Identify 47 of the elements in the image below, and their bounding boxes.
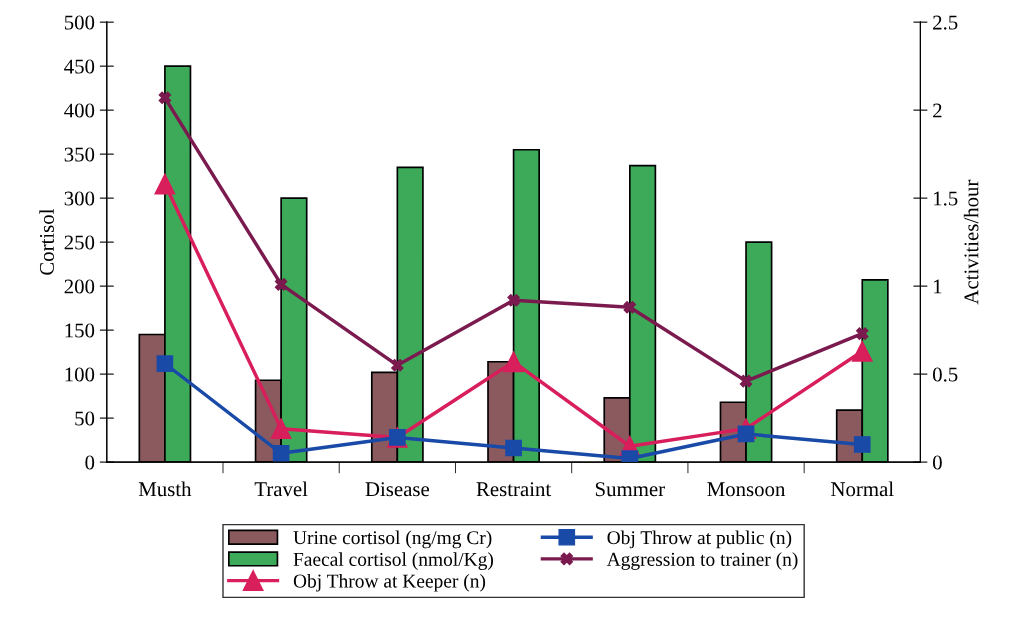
point <box>737 425 755 443</box>
y-tick-label: 50 <box>75 411 95 426</box>
point <box>391 359 404 372</box>
y-tick-label: 500 <box>64 15 95 30</box>
x-tick-label: Travel <box>254 481 308 497</box>
y2-tick-label: 2 <box>933 103 942 118</box>
point <box>856 327 869 340</box>
y-tick-label: 400 <box>64 103 95 118</box>
point <box>853 436 871 453</box>
legend-label: Urine cortisol (ng/mg Cr) <box>293 530 492 549</box>
y-axis-title: Cortisol <box>39 208 54 275</box>
y2-tick-label: 2.5 <box>933 15 958 30</box>
y-tick-label: 450 <box>64 59 95 74</box>
y-tick-label: 0 <box>85 455 95 470</box>
y-tick-label: 200 <box>64 279 95 294</box>
x-tick-label: Disease <box>365 482 430 497</box>
point <box>154 173 176 195</box>
point <box>739 374 753 388</box>
point <box>156 355 174 372</box>
y-tick-label: 300 <box>64 191 95 206</box>
y2-tick-label: 0 <box>932 455 942 470</box>
point <box>505 439 522 457</box>
y-tick-label: 150 <box>65 323 95 338</box>
point <box>272 444 290 462</box>
point <box>851 340 873 362</box>
y2-tick-label: 1.5 <box>934 191 958 206</box>
y-tick-label: 350 <box>64 147 95 162</box>
x-tick-label: Normal <box>831 481 894 497</box>
legend-label: Obj Throw at public (n) <box>607 530 792 549</box>
point <box>270 418 292 440</box>
y2-axis-title: Activities/hour <box>963 179 979 305</box>
x-tick-label: Monsoon <box>707 482 786 497</box>
y-tick-label: 250 <box>64 235 95 250</box>
point <box>158 91 172 105</box>
x-tick-label: Restraint <box>476 482 552 497</box>
legend-label: Faecal cortisol (nmol/Kg) <box>293 552 494 570</box>
point <box>274 278 288 291</box>
x-tick-label: Summer <box>595 482 665 497</box>
y2-tick-label: 0.5 <box>932 367 958 382</box>
point <box>503 351 525 373</box>
y-tick-label: 100 <box>65 367 95 382</box>
x-tick-label: Musth <box>138 481 192 497</box>
y2-tick-label: 1 <box>934 279 942 294</box>
point <box>623 300 637 314</box>
point <box>507 293 520 307</box>
legend-label: Obj Throw at Keeper (n) <box>293 573 486 592</box>
legend-label: Aggression to trainer (n) <box>606 552 798 570</box>
